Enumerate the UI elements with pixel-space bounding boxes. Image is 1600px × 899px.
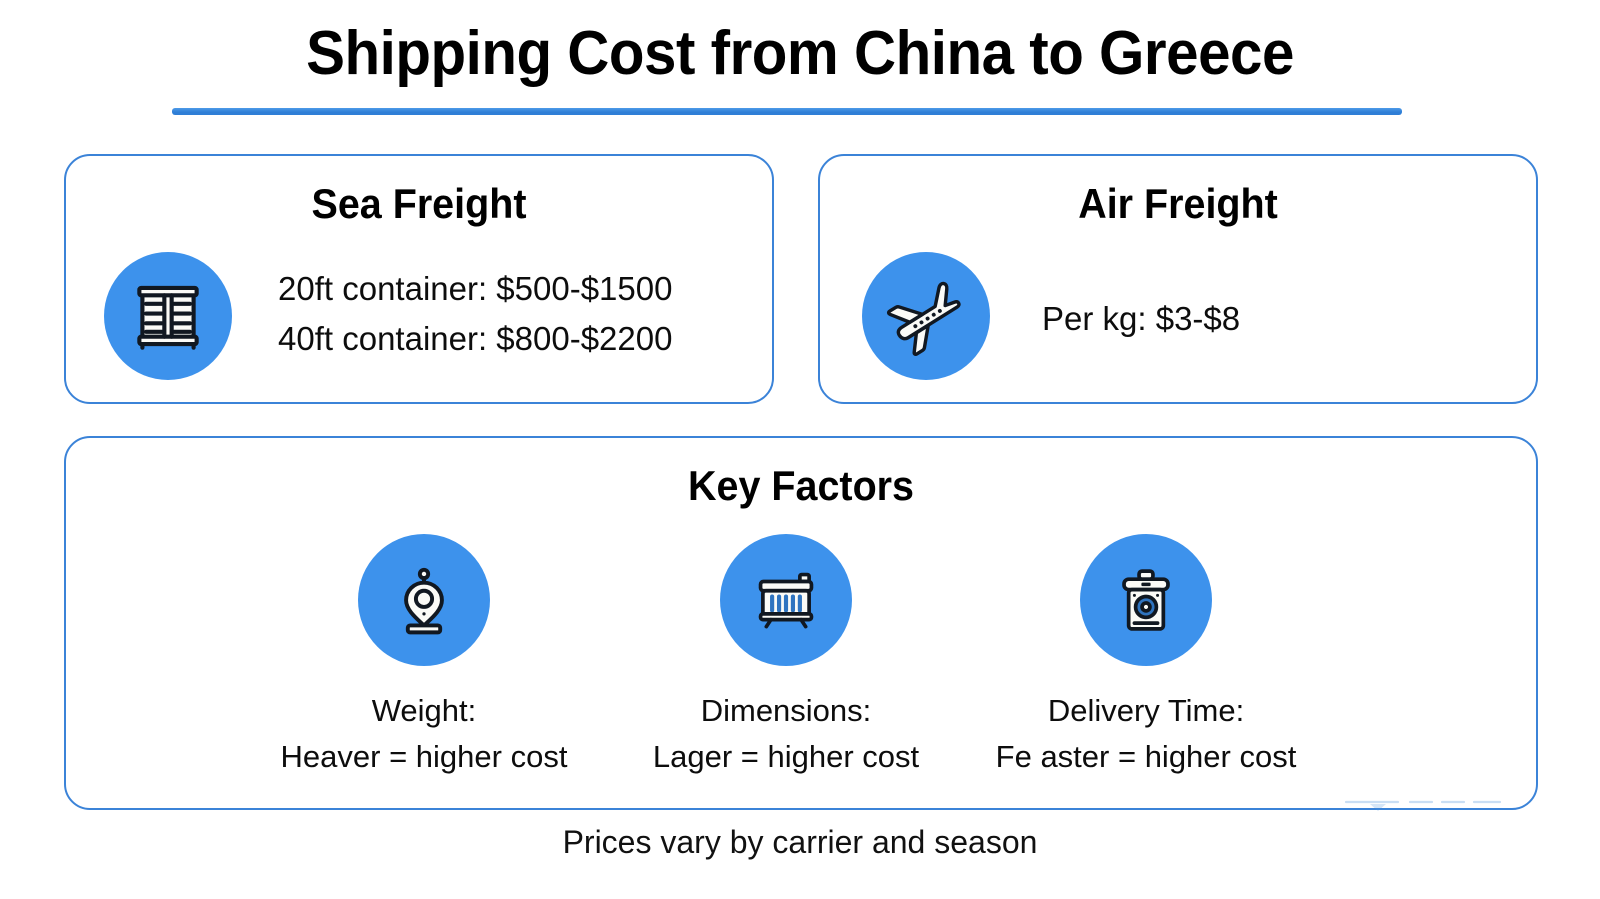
weight-icon-wrap bbox=[358, 534, 490, 666]
sea-freight-price-line-40ft: 40ft container: $800-$2200 bbox=[278, 320, 673, 358]
air-freight-price-line-per-kg: Per kg: $3-$8 bbox=[1042, 300, 1241, 337]
page-title: Shipping Cost from China to Greece bbox=[306, 19, 1294, 88]
key-factor-weight: Weight: Heaver = higher cost bbox=[244, 534, 604, 780]
sea-freight-price-lines: 20ft container: $500-$1500 40ft containe… bbox=[278, 264, 672, 364]
footer-note: Prices vary by carrier and season bbox=[562, 824, 1038, 860]
title-underline-rule bbox=[172, 108, 1402, 115]
air-freight-price-lines: Per kg: $3-$8 bbox=[1042, 294, 1240, 344]
dimensions-factor-label: Dimensions: bbox=[700, 693, 872, 728]
weight-factor-detail: Heaver = higher cost bbox=[280, 738, 568, 774]
container-dimensions-icon bbox=[758, 572, 814, 629]
shipping-container-icon bbox=[137, 285, 199, 350]
delivery-time-icon bbox=[1122, 569, 1170, 631]
air-freight-card: Air Freight Per kg bbox=[818, 154, 1538, 404]
delivery-time-icon-wrap bbox=[1080, 534, 1212, 666]
delivery-time-icon-circle bbox=[1080, 534, 1212, 666]
key-factors-card: Key Factors bbox=[64, 436, 1538, 810]
weight-factor-text: Weight: Heaver = higher cost bbox=[244, 688, 604, 780]
delivery-time-factor-label: Delivery Time: bbox=[1047, 693, 1245, 728]
weight-icon-circle bbox=[358, 534, 490, 666]
key-factors-heading: Key Factors bbox=[687, 462, 915, 509]
key-factor-delivery-time: Delivery Time: Fe aster = higher cost bbox=[966, 534, 1326, 780]
air-freight-heading: Air Freight bbox=[1078, 180, 1278, 227]
weight-scale-icon bbox=[404, 567, 444, 635]
dimensions-factor-text: Dimensions: Lager = higher cost bbox=[606, 688, 966, 780]
dimensions-icon-circle bbox=[720, 534, 852, 666]
airplane-icon bbox=[886, 281, 961, 356]
sea-freight-icon-circle bbox=[104, 252, 232, 380]
dimensions-icon-wrap bbox=[720, 534, 852, 666]
sea-freight-heading: Sea Freight bbox=[311, 180, 527, 227]
sea-freight-price-line-20ft: 20ft container: $500-$1500 bbox=[278, 270, 673, 307]
sea-freight-card: Sea Freight bbox=[64, 154, 774, 404]
dimensions-factor-detail: Lager = higher cost bbox=[652, 738, 920, 774]
weight-factor-label: Weight: bbox=[371, 693, 477, 728]
delivery-time-factor-text: Delivery Time: Fe aster = higher cost bbox=[966, 688, 1326, 780]
key-factor-dimensions: Dimensions: Lager = higher cost bbox=[606, 534, 966, 780]
delivery-time-factor-detail: Fe aster = higher cost bbox=[995, 738, 1297, 774]
air-freight-icon-circle bbox=[862, 252, 990, 380]
